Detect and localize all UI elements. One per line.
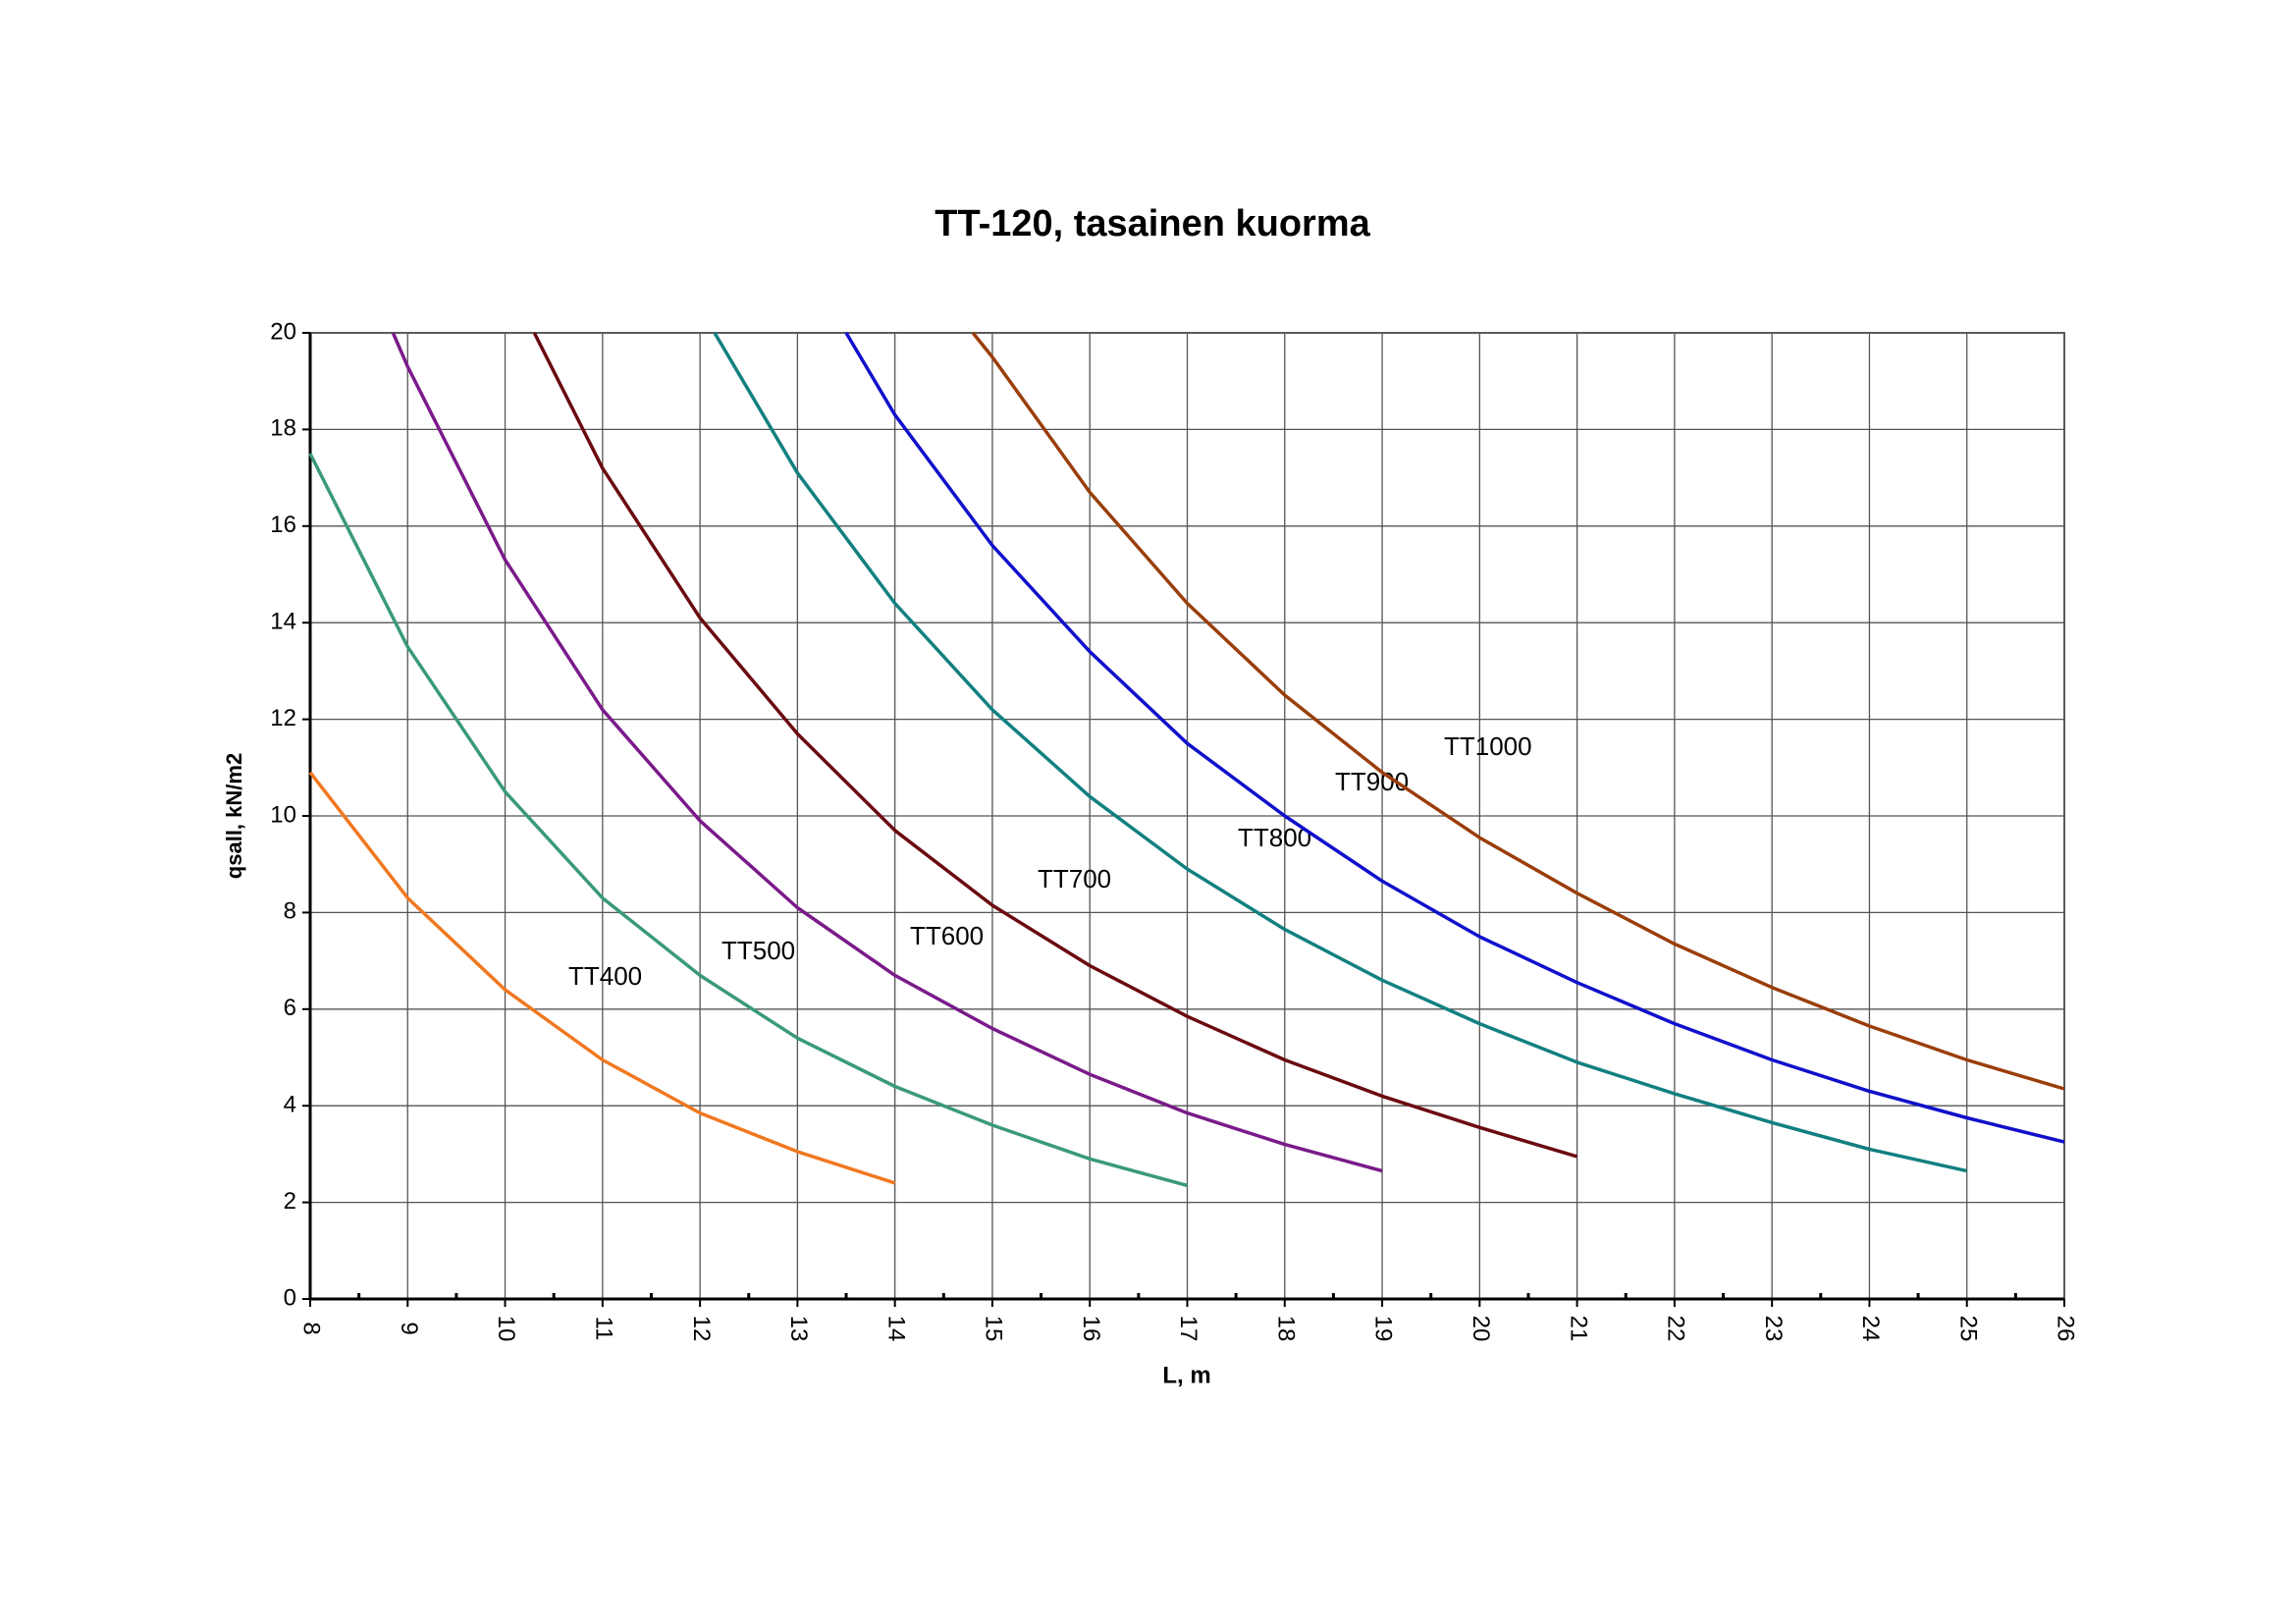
y-tick-label: 6	[284, 995, 296, 1021]
y-axis-label: qsall, kN/m2	[222, 753, 246, 879]
chart-title: TT-120, tasainen kuorma	[934, 203, 1370, 244]
series-line	[971, 331, 2065, 1091]
y-tick-label: 10	[270, 801, 296, 828]
x-tick-label: 24	[1857, 1316, 1884, 1342]
x-tick-label: 20	[1468, 1316, 1494, 1342]
x-tick-label: 8	[298, 1322, 325, 1334]
x-tick-label: 14	[882, 1316, 909, 1342]
series-line	[391, 332, 1383, 1173]
series-line	[308, 453, 1188, 1188]
series-label: TT500	[721, 936, 795, 965]
series-line	[844, 332, 2065, 1144]
y-tick-label: 8	[284, 898, 296, 925]
x-tick-label: 15	[981, 1316, 1007, 1342]
x-tick-label: 21	[1565, 1316, 1591, 1342]
y-tick-label: 18	[270, 415, 296, 442]
y-tick-label: 20	[270, 318, 296, 345]
series-label: TT600	[910, 921, 984, 950]
x-tick-label: 23	[1760, 1316, 1787, 1342]
x-tick-label: 26	[2053, 1316, 2079, 1342]
y-tick-label: 16	[270, 512, 296, 538]
x-tick-label: 10	[493, 1316, 519, 1342]
series-label: TT1000	[1444, 731, 1532, 761]
series-label: TT700	[1038, 864, 1111, 893]
x-tick-label: 19	[1370, 1316, 1397, 1342]
x-tick-label: 22	[1663, 1316, 1689, 1342]
x-tick-label: 11	[590, 1317, 616, 1341]
x-tick-label: 12	[688, 1316, 715, 1342]
series-line	[713, 332, 1968, 1173]
x-tick-label: 16	[1078, 1316, 1104, 1342]
y-tick-label: 12	[270, 705, 296, 731]
x-tick-label: 9	[396, 1322, 422, 1334]
y-tick-label: 2	[284, 1188, 296, 1215]
x-tick-label: 13	[785, 1316, 812, 1342]
series-line	[308, 771, 896, 1185]
y-tick-label: 0	[284, 1284, 296, 1311]
y-tick-label: 14	[270, 609, 296, 635]
x-tick-label: 17	[1175, 1316, 1201, 1342]
series-line	[532, 332, 1578, 1159]
y-tick-label: 4	[284, 1092, 296, 1118]
x-tick-label: 25	[1954, 1316, 1981, 1342]
x-tick-label: 18	[1272, 1316, 1299, 1342]
series-label: TT400	[568, 961, 642, 991]
x-axis-label: L, m	[1162, 1362, 1210, 1388]
